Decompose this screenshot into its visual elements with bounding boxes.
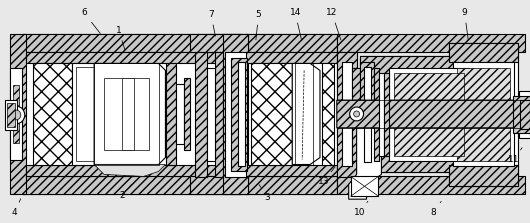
Polygon shape xyxy=(94,165,165,176)
Text: 5: 5 xyxy=(255,10,261,40)
Bar xyxy=(10,34,26,194)
Bar xyxy=(520,100,530,129)
Bar xyxy=(295,64,313,165)
Bar xyxy=(367,75,462,153)
Bar xyxy=(251,64,292,165)
Bar xyxy=(337,52,357,177)
Bar xyxy=(245,165,337,176)
Bar xyxy=(453,62,514,167)
Text: 3: 3 xyxy=(259,185,270,202)
Bar xyxy=(231,58,246,171)
Bar xyxy=(190,176,248,194)
Circle shape xyxy=(7,106,25,124)
Bar xyxy=(10,68,22,159)
Bar xyxy=(449,43,518,62)
Bar xyxy=(26,52,238,64)
Text: 12: 12 xyxy=(326,8,341,40)
Bar xyxy=(449,43,518,186)
Bar xyxy=(394,73,464,156)
Bar xyxy=(337,176,525,194)
Bar xyxy=(245,34,337,194)
Bar xyxy=(322,64,334,165)
Text: 14: 14 xyxy=(289,8,302,40)
Bar xyxy=(360,56,469,172)
Bar xyxy=(449,165,518,186)
Bar xyxy=(360,56,469,75)
Bar xyxy=(457,68,510,161)
Bar xyxy=(195,52,207,177)
Bar xyxy=(238,62,245,167)
Polygon shape xyxy=(94,64,165,165)
Bar xyxy=(72,64,127,165)
Text: 13: 13 xyxy=(318,167,335,186)
Text: 1: 1 xyxy=(116,26,125,50)
Text: 7: 7 xyxy=(208,10,215,36)
Bar xyxy=(372,80,457,148)
Bar xyxy=(94,64,158,165)
Bar xyxy=(390,68,469,161)
Bar xyxy=(223,34,248,194)
Bar xyxy=(190,34,248,52)
Bar xyxy=(375,68,379,161)
Bar xyxy=(207,68,215,161)
Bar xyxy=(351,176,378,196)
Text: 9: 9 xyxy=(462,8,468,40)
Text: 2: 2 xyxy=(119,184,132,200)
Bar xyxy=(76,67,123,161)
Bar xyxy=(122,78,134,150)
Bar xyxy=(384,73,390,156)
Bar xyxy=(245,34,337,52)
Bar xyxy=(360,62,375,165)
Bar xyxy=(7,103,15,127)
Bar xyxy=(22,34,242,52)
Polygon shape xyxy=(349,128,382,199)
Circle shape xyxy=(11,110,21,120)
Polygon shape xyxy=(337,100,525,128)
Text: 11: 11 xyxy=(508,148,522,164)
Bar xyxy=(10,34,525,195)
Bar xyxy=(342,62,352,167)
Bar xyxy=(166,64,176,165)
Bar xyxy=(245,52,337,64)
Bar xyxy=(215,52,223,177)
Bar xyxy=(5,100,17,130)
Bar xyxy=(22,34,242,194)
Polygon shape xyxy=(292,64,320,165)
Bar xyxy=(352,68,360,161)
Bar xyxy=(379,73,384,156)
Bar xyxy=(176,84,184,144)
Bar xyxy=(184,78,190,150)
Circle shape xyxy=(354,111,360,117)
Text: 8: 8 xyxy=(430,201,441,217)
Bar xyxy=(364,67,370,161)
Circle shape xyxy=(350,107,364,121)
Bar xyxy=(225,52,246,177)
Bar xyxy=(245,176,337,194)
Text: 4: 4 xyxy=(12,199,21,217)
Bar xyxy=(337,34,525,52)
Bar xyxy=(104,78,148,150)
Bar xyxy=(519,91,530,138)
Bar xyxy=(513,96,530,133)
Bar xyxy=(33,64,72,165)
Bar xyxy=(360,153,469,172)
Bar xyxy=(13,85,19,143)
Bar xyxy=(26,165,238,176)
Bar xyxy=(22,176,242,194)
Text: 10: 10 xyxy=(354,201,368,217)
Text: 6: 6 xyxy=(81,8,100,33)
